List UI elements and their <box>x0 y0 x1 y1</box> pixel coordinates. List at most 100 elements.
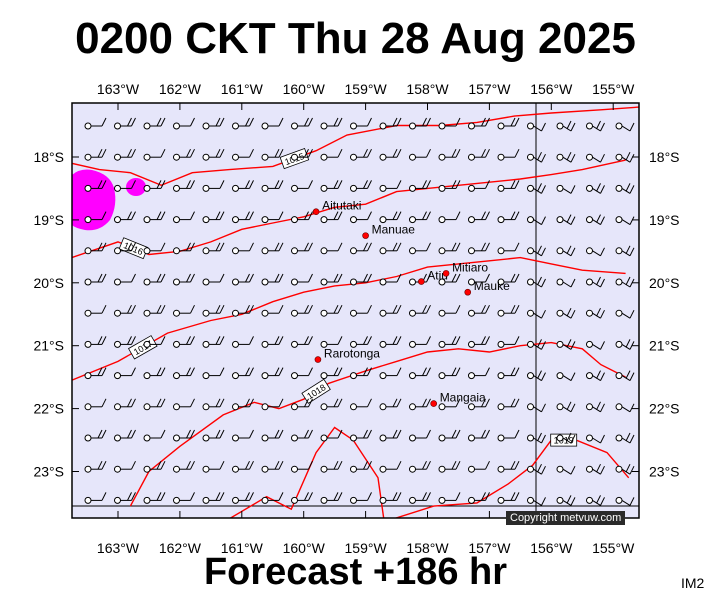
wind-barb <box>84 336 107 348</box>
island-label: Mauke <box>474 279 510 293</box>
wind-barb <box>232 398 254 411</box>
wind-barb <box>202 367 225 380</box>
wind-barb <box>528 527 546 537</box>
wind-barb <box>85 524 106 535</box>
wind-barb <box>409 492 431 504</box>
map-title: 0200 CKT Thu 28 Aug 2025 <box>75 14 636 63</box>
wind-barb <box>586 340 605 350</box>
wind-barb <box>84 148 107 161</box>
wind-barb <box>143 367 166 380</box>
wind-barb <box>320 242 343 255</box>
wind-barb <box>468 398 490 411</box>
wind-barb <box>438 429 461 442</box>
wind-barb <box>143 336 166 348</box>
wind-barb <box>556 372 576 382</box>
wind-barb <box>143 242 166 255</box>
wind-barb <box>497 242 520 255</box>
wind-barb <box>527 463 546 475</box>
wind-barb <box>379 117 402 130</box>
wind-barb <box>497 429 520 442</box>
wind-barb <box>291 180 313 192</box>
wind-barb <box>114 180 136 192</box>
wind-barb <box>379 336 402 348</box>
wind-barb <box>409 304 431 317</box>
wind-barb <box>84 398 107 411</box>
wind-barb <box>586 120 605 132</box>
wind-barb <box>586 247 605 257</box>
lon-label-bottom: 156°W <box>530 540 573 556</box>
wind-barb <box>84 460 107 473</box>
wind-barb <box>143 148 166 161</box>
wind-barb <box>350 398 372 411</box>
wind-barb <box>527 432 546 444</box>
wind-barb <box>350 242 372 255</box>
wind-barb <box>232 460 254 473</box>
graticule <box>72 103 639 518</box>
wind-barb <box>114 211 136 224</box>
wind-barb <box>497 336 520 348</box>
wind-barb <box>586 276 605 288</box>
wind-barb <box>438 273 461 286</box>
wind-barb <box>438 148 461 161</box>
wind-barb <box>173 273 195 286</box>
wind-barb <box>409 180 431 192</box>
wind-barb <box>350 273 372 286</box>
model-label: IM2 <box>681 575 705 591</box>
wind-barb <box>173 336 195 348</box>
wind-barb <box>586 495 605 506</box>
lon-label-bottom: 157°W <box>468 540 511 556</box>
wind-barb <box>615 245 635 257</box>
lat-label-left: 19°S <box>33 212 64 228</box>
isobar-1017 <box>72 256 626 381</box>
lat-label-right: 19°S <box>649 212 680 228</box>
wind-barb <box>143 398 166 411</box>
wind-barb <box>350 336 372 348</box>
wind-barb <box>497 304 520 317</box>
isobar-1015 <box>72 106 639 187</box>
wind-barb <box>202 180 225 192</box>
wind-barb <box>261 398 284 411</box>
wind-barb <box>468 367 490 380</box>
lon-label-bottom: 159°W <box>345 540 388 556</box>
island-label: Aitutaki <box>322 199 361 213</box>
wind-barb <box>468 117 490 130</box>
wind-barb <box>291 492 313 504</box>
island-aitutaki: Aitutaki <box>312 199 361 216</box>
wind-barb <box>527 276 546 288</box>
isobar-label-text: 1019 <box>554 436 574 446</box>
wind-barb <box>556 401 576 413</box>
wind-barb <box>439 524 460 535</box>
wind-barb <box>409 117 431 130</box>
wind-barb <box>497 398 520 411</box>
lon-label-bottom: 163°W <box>97 540 140 556</box>
wind-barb <box>615 122 635 132</box>
lat-label-left: 22°S <box>33 401 64 417</box>
wind-barb <box>438 492 461 504</box>
wind-barb <box>586 307 605 319</box>
wind-barb <box>143 492 166 504</box>
wind-barb <box>232 367 254 380</box>
wind-barb <box>409 367 431 380</box>
wind-barb <box>291 117 313 130</box>
wind-barb <box>556 278 576 288</box>
forecast-label: Forecast +186 hr <box>203 551 508 593</box>
wind-barb <box>497 492 520 504</box>
wind-barb <box>173 211 195 224</box>
wind-barb <box>350 429 372 442</box>
wind-barb <box>468 492 490 504</box>
wind-barb <box>232 492 254 504</box>
lon-label-bottom: 162°W <box>159 540 202 556</box>
wind-barb <box>84 242 107 255</box>
island-label: Rarotonga <box>324 347 380 361</box>
wind-barb <box>202 148 225 161</box>
wind-barb <box>320 211 343 224</box>
wind-barb <box>232 429 254 442</box>
wind-barb <box>261 460 284 473</box>
lon-label-top: 160°W <box>283 81 326 97</box>
wind-barb <box>350 492 372 504</box>
lat-label-left: 18°S <box>33 149 64 165</box>
lon-label-top: 162°W <box>159 81 202 97</box>
wind-barb <box>350 117 372 130</box>
wind-barb <box>350 180 372 192</box>
island-marker <box>314 356 322 363</box>
